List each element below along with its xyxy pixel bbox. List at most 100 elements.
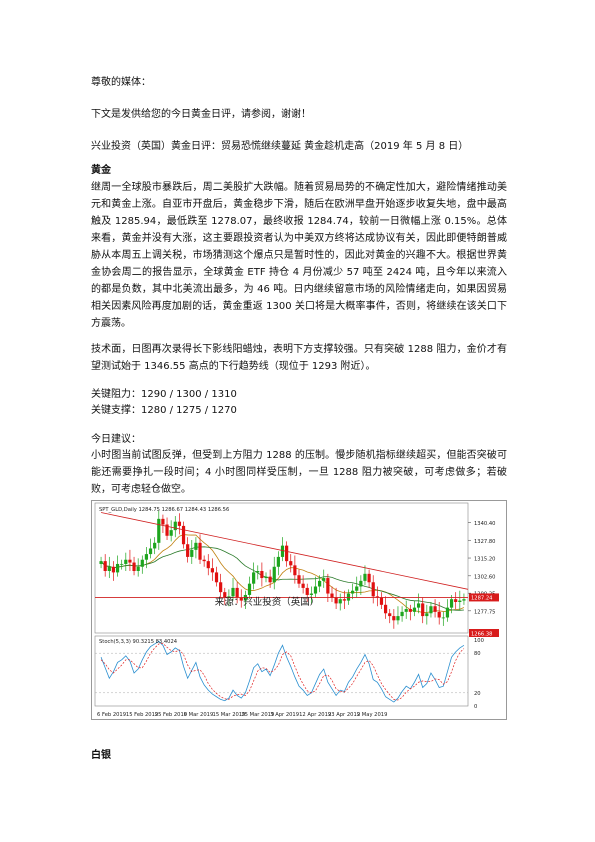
candle-body [260, 571, 264, 579]
candle-body [412, 607, 417, 612]
candle-body [454, 599, 458, 602]
candle-body [425, 613, 429, 617]
stoch-tick-label: 100 [474, 638, 484, 644]
candle-body [219, 582, 223, 593]
intro-line: 下文是发供给您的今日黄金日评，请参阅，谢谢！ [91, 109, 311, 120]
candle-body [169, 530, 173, 536]
candle-body [120, 563, 124, 565]
price-tick-label: 1340.40 [474, 521, 495, 527]
x-axis-date-label: 6 Feb 2019 [97, 712, 126, 718]
candle-body [231, 587, 235, 597]
candle-body [289, 561, 293, 566]
candle-body [392, 616, 396, 621]
candle-body [318, 580, 322, 587]
candle-body [161, 518, 165, 525]
candle-body [326, 578, 330, 594]
candle-body [449, 599, 454, 608]
candle-body [272, 566, 276, 583]
stoch-label: Stoch(5,3,3) 90.3215 83.4024 [99, 639, 178, 645]
price-tick-label: 1315.20 [474, 557, 495, 563]
candle-body [157, 518, 161, 543]
candle-body [429, 606, 433, 614]
candle-body [165, 524, 169, 536]
candle-body [404, 609, 408, 612]
gold-paragraph-1: 继周一全球股市暴跌后，周二美股扩大跌幅。随着贸易局势的不确定性加大，避险情绪推动… [91, 182, 507, 329]
price-tick-label: 1277.75 [474, 609, 495, 615]
candle-body [136, 566, 140, 571]
candle-body [144, 554, 149, 560]
candle-body [202, 559, 206, 562]
x-axis-date-label: 6 Mar 2019 [184, 712, 214, 718]
candle-body [268, 576, 272, 583]
candle-body [115, 563, 120, 573]
moving-average-slow [100, 546, 464, 611]
candle-body [239, 597, 243, 601]
downtrend-line [100, 512, 469, 590]
candle-body [148, 548, 153, 555]
candle-body [458, 600, 462, 602]
current-price-tag: 1287.24 [471, 596, 493, 602]
x-axis-date-label: 12 Apr 2019 [299, 712, 331, 718]
gold-daily-chart: 1340.401327.801315.201302.601290.251277.… [91, 500, 507, 720]
candle-body [383, 604, 388, 614]
candle-body [408, 609, 412, 612]
candle-body [367, 573, 371, 583]
candle-body [301, 583, 305, 588]
greeting: 尊敬的媒体： [91, 77, 151, 88]
candle-body [313, 586, 318, 594]
candle-body [264, 576, 268, 579]
report-title: 兴业投资（英国）黄金日评：贸易恐慌继续蔓延 黄金趁机走高（2019 年 5 月 … [91, 141, 469, 152]
candle-body [99, 561, 103, 564]
stoch-tick-label: 0 [474, 704, 477, 710]
candle-body [194, 542, 198, 550]
candle-body [359, 580, 363, 587]
low-price-tag-bg [469, 629, 499, 637]
candle-body [379, 597, 384, 605]
candle-body [124, 559, 128, 564]
price-tick-label: 1302.60 [474, 574, 495, 580]
candle-body [322, 578, 326, 581]
candle-body [223, 592, 227, 598]
indicator-panel-frame [94, 635, 469, 707]
candle-body [177, 521, 182, 526]
gold-paragraph-2: 技术面，日图再次录得长下影线阳蜡烛，表明下方支撑较强。只有突破 1288 阻力，… [91, 344, 507, 372]
candle-body [198, 542, 202, 560]
candle-body [305, 587, 309, 595]
candle-body [214, 572, 219, 583]
candle-body [293, 565, 297, 576]
candle-body [111, 566, 116, 573]
candle-body [355, 586, 359, 591]
candle-body [285, 545, 289, 562]
candle-body [433, 606, 437, 612]
candle-body [338, 599, 342, 604]
x-axis-date-label: 15 Feb 2019 [126, 712, 158, 718]
candle-body [351, 590, 355, 594]
advice-label: 今日建议： [91, 434, 141, 445]
candle-body [276, 556, 280, 567]
stoch-tick-label: 80 [474, 651, 481, 657]
chart-watermark: 来源：兴业投资（英国） [215, 596, 320, 608]
candle-body [252, 572, 256, 584]
candle-body [140, 559, 144, 567]
candle-body [280, 545, 285, 557]
candle-body [342, 599, 346, 601]
candle-body [190, 549, 194, 557]
candle-body [330, 593, 334, 598]
stoch-main-line [100, 640, 465, 703]
advice-text: 小时图当前试图反弹，但受到上方阻力 1288 的压制。慢步随机指标继续超买，但能… [91, 450, 507, 495]
candle-body [153, 542, 157, 549]
current-price-tag-bg [469, 593, 499, 602]
candle-body [421, 603, 425, 617]
candle-body [128, 559, 132, 563]
candle-body [256, 571, 260, 573]
candle-body [371, 582, 375, 597]
candle-body [445, 607, 450, 618]
candle-body [309, 593, 313, 595]
chart-symbol-label: SPT_GLD,Daily 1284.75 1286.67 1284.43 12… [99, 507, 229, 513]
candle-body [363, 573, 367, 581]
candle-body [388, 613, 392, 617]
candle-body [132, 562, 136, 571]
stoch-tick-label: 20 [474, 691, 481, 697]
x-axis-date-label: 3 Apr 2019 [270, 712, 299, 718]
candle-body [103, 561, 107, 571]
